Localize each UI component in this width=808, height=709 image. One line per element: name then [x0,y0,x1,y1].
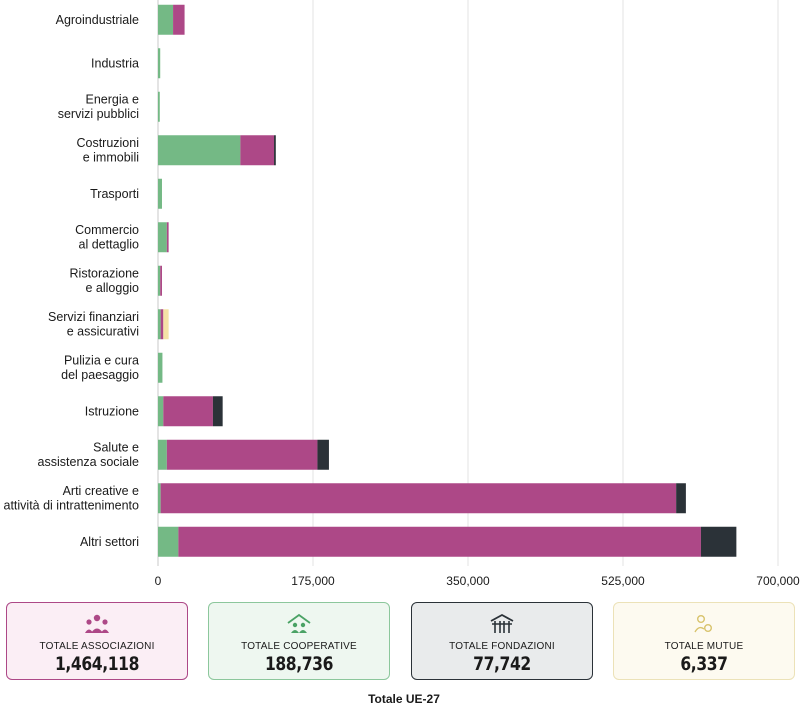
category-label-line: Salute e [93,441,139,455]
bar-segment-cooperative [158,439,167,470]
bars [158,4,737,557]
category-label-line: Istruzione [85,404,139,418]
category-label-line: assistenza sociale [38,455,139,469]
category-label: Istruzione [85,404,139,418]
card-value: 77,742 [473,653,531,675]
bar-segment-cooperative [158,4,174,35]
bar-segment-cooperative [158,265,161,296]
category-label-line: Costruzioni [76,136,139,150]
category-label-line: e immobili [83,151,139,165]
chart-footer-title: Totale UE-27 [368,692,440,706]
card-value: 6,337 [680,653,728,675]
category-label-line: Trasporti [90,187,139,201]
category-label: Commercio al dettaglio [75,223,139,252]
category-label-line: al dettaglio [79,238,140,252]
bar-segment-associazioni [240,135,275,166]
category-label-line: Altri settori [80,535,139,549]
category-label-line: attività di intrattenimento [4,499,140,513]
bar-segment-mutue [163,309,169,340]
category-label: Arti creative e attività di intrattenimen… [4,484,140,513]
bar-segment-cooperative [158,91,160,122]
coins-icon [694,615,712,633]
building-icon [490,613,514,633]
bar-segment-associazioni [160,483,677,514]
bar-segment-associazioni [163,396,213,427]
bar-segment-fondazioni [700,526,737,557]
x-tick-label: 700,000 [756,574,800,588]
category-label-line: e assicurativi [67,325,139,339]
bar-segment-fondazioni [676,483,686,514]
category-label: Trasporti [90,187,139,201]
x-tick-label: 525,000 [601,574,645,588]
category-label: Agroindustriale [56,13,139,27]
category-label-line: Arti creative e [63,484,139,498]
grid-lines [157,0,779,566]
bar-segment-fondazioni [274,135,276,166]
category-label: Costruzioni e immobili [76,136,139,165]
card-totale-cooperative: TOTALE COOPERATIVE 188,736 [208,602,390,680]
category-labels: Agroindustriale Industria Energia e servizi… [4,13,140,549]
category-label-line: Pulizia e cura [64,354,139,368]
category-label-line: del paesaggio [61,368,139,382]
x-tick-label: 350,000 [446,574,490,588]
bar-segment-fondazioni [317,439,329,470]
card-totale-mutue: TOTALE MUTUE 6,337 [613,602,795,680]
bar-segment-associazioni [160,309,164,340]
bar-segment-cooperative [158,309,161,340]
card-label: TOTALE COOPERATIVE [241,641,357,652]
house-people-icon [287,613,311,633]
category-label: Ristorazione e alloggio [70,267,140,296]
bar-segment-associazioni [173,4,185,35]
category-label: Servizi finanziari e assicurativi [48,310,139,339]
card-value: 188,736 [264,653,334,675]
bar-segment-cooperative [158,48,161,79]
summary-cards: TOTALE ASSOCIAZIONI 1,464,118 TOTALE COO… [6,602,802,682]
category-label: Altri settori [80,535,139,549]
category-label-line: Industria [91,56,139,70]
category-label-line: Ristorazione [70,267,140,281]
category-label-line: e alloggio [85,281,139,295]
stacked-bar-chart: Agroindustriale Industria Energia e servizi… [4,0,800,588]
bar-segment-cooperative [158,483,161,514]
card-value: 1,464,118 [54,653,140,675]
category-label-line: Commercio [75,223,139,237]
card-totale-fondazioni: TOTALE FONDAZIONI 77,742 [411,602,593,680]
bar-segment-associazioni [166,439,318,470]
category-label-line: Energia e [85,93,139,107]
bar-segment-cooperative [158,178,162,209]
bar-segment-associazioni [160,265,162,296]
card-label: TOTALE FONDAZIONI [449,641,555,652]
category-label: Pulizia e cura del paesaggio [61,354,139,383]
people-icon [85,614,109,633]
card-totale-associazioni: TOTALE ASSOCIAZIONI 1,464,118 [6,602,188,680]
category-label-line: Agroindustriale [56,13,139,27]
x-tick-label: 175,000 [291,574,335,588]
x-axis-ticks: 0 175,000 350,000 525,000 700,000 [155,574,800,588]
category-label-line: servizi pubblici [58,107,139,121]
bar-segment-fondazioni [212,396,223,427]
category-label-line: Servizi finanziari [48,310,139,324]
category-label: Energia e servizi pubblici [58,93,139,122]
bar-segment-associazioni [166,222,169,253]
card-label: TOTALE ASSOCIAZIONI [39,641,155,652]
category-label: Industria [91,56,139,70]
bar-segment-cooperative [158,135,241,166]
bar-segment-cooperative [158,526,179,557]
x-tick-label: 0 [155,574,162,588]
card-label: TOTALE MUTUE [664,641,744,652]
bar-segment-associazioni [178,526,701,557]
category-label: Salute e assistenza sociale [38,441,139,470]
bar-segment-cooperative [158,396,164,427]
bar-segment-cooperative [158,352,163,383]
bar-segment-cooperative [158,222,167,253]
